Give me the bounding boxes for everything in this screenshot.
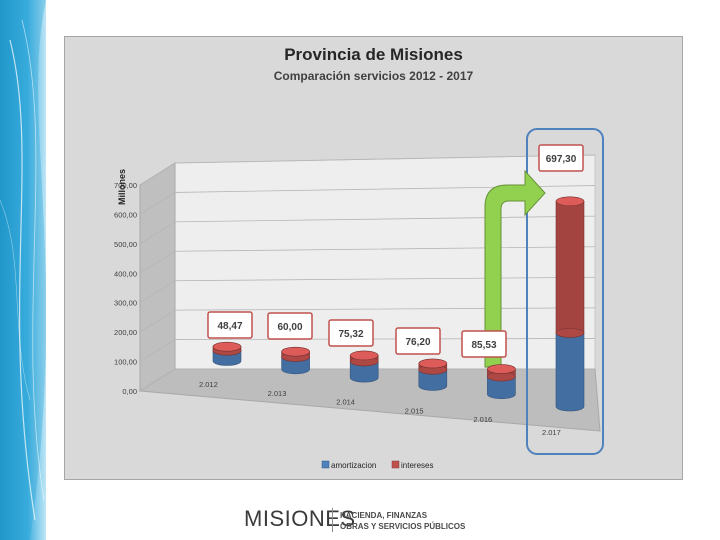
bar-top-cap (281, 346, 310, 357)
x-tick-label: 2.016 (473, 415, 492, 424)
x-tick-label: 2.017 (542, 428, 561, 437)
total-label-box (461, 330, 507, 358)
x-tick-label: 2.014 (336, 398, 355, 407)
y-tick-label: 100,00 (114, 358, 137, 367)
footer-divider (332, 508, 333, 532)
y-tick-label: 700,00 (114, 181, 137, 190)
bar-top-cap (349, 350, 379, 361)
total-label: 697,30 (546, 154, 577, 165)
gridline (139, 307, 596, 333)
bar-intereses (555, 200, 585, 338)
total-label-box (267, 312, 313, 340)
x-tick-label: 2.013 (268, 389, 287, 398)
logo-text: MISIONES (244, 506, 356, 531)
x-tick-label: 2.015 (405, 406, 424, 415)
y-tick-label: 200,00 (114, 328, 137, 337)
chart-area: Provincia de Misiones Comparación servic… (64, 36, 683, 480)
total-label: 60,00 (277, 322, 302, 333)
y-tick-label: 300,00 (114, 299, 137, 308)
bar-amortizacion (555, 332, 585, 412)
highlight-arrow (484, 169, 546, 368)
bar-top-cap (212, 341, 242, 352)
total-label: 48,47 (217, 321, 242, 332)
gridline (139, 185, 596, 215)
bar-amortizacion (487, 376, 516, 399)
gridline (139, 368, 595, 392)
legend-label: intereses (401, 461, 433, 470)
org-line-2: OBRAS Y SERVICIOS PÚBLICOS (340, 522, 466, 531)
gridline (139, 215, 596, 245)
footer-logo: MISIONES HACIENDA, FINANZAS OBRAS Y SERV… (244, 502, 484, 534)
bar-joint (555, 328, 585, 338)
total-label-box (328, 319, 374, 347)
bar-amortizacion (349, 361, 379, 383)
chart-plot: 0,00 100,00 200,00 300,00 400,00 500,00 600,00… (114, 128, 604, 470)
total-label-box (538, 144, 584, 172)
chart-title: Provincia de Misiones (284, 45, 463, 64)
bar-amortizacion (418, 369, 448, 391)
bar-top-cap (487, 364, 516, 374)
gridline (139, 338, 596, 362)
legend-label: amortizacion (331, 461, 376, 470)
legend-swatch (321, 460, 330, 469)
x-tick-label: 2.012 (199, 380, 218, 389)
total-label: 85,53 (471, 340, 496, 351)
total-label: 76,20 (405, 337, 430, 348)
chart-subtitle: Comparación servicios 2012 - 2017 (273, 69, 474, 83)
gridline (139, 246, 596, 274)
bar-top-cap (418, 358, 448, 369)
bar-top-cap (555, 196, 585, 207)
legend-swatch (391, 460, 400, 469)
y-axis-label: Millones (117, 169, 127, 205)
gridline (139, 276, 596, 304)
total-label-box (395, 327, 441, 355)
y-tick-label: 500,00 (114, 240, 137, 249)
y-tick-label: 0,00 (122, 387, 137, 396)
total-label-box (207, 311, 253, 339)
gridline (139, 154, 596, 186)
highlight-frame (526, 128, 604, 455)
total-label: 75,32 (338, 329, 363, 340)
y-tick-label: 400,00 (114, 269, 137, 278)
side-wall (139, 162, 176, 392)
org-line-1: HACIENDA, FINANZAS (340, 511, 428, 520)
y-tick-label: 600,00 (114, 210, 137, 219)
